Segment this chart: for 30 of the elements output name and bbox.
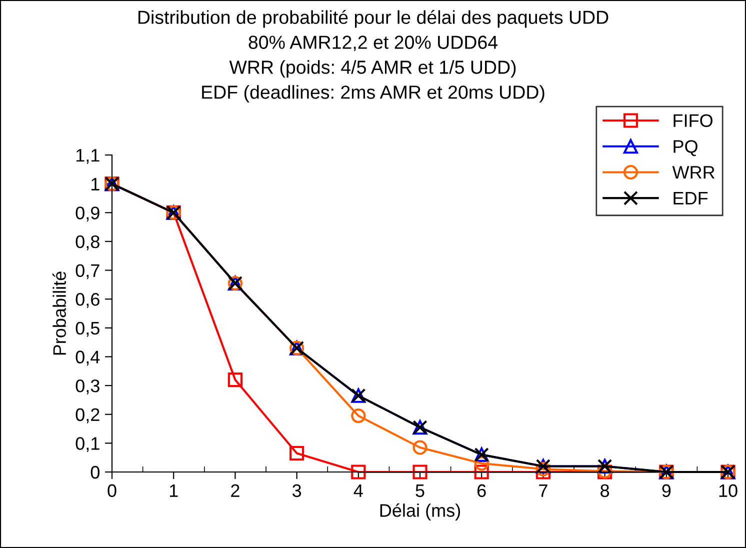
x-tick-label: 9 bbox=[662, 484, 671, 498]
y-tick-label: 0,4 bbox=[76, 350, 100, 366]
x-tick-label: 5 bbox=[416, 484, 424, 498]
y-tick-label: 0,8 bbox=[76, 235, 100, 250]
y-tick-label: 0,1 bbox=[76, 437, 100, 452]
y-tick-label: 0,5 bbox=[76, 322, 100, 337]
x-tick-label: 6 bbox=[477, 484, 486, 498]
y-tick-label: 0,7 bbox=[76, 264, 100, 280]
y-tick-label: 1,1 bbox=[76, 149, 100, 164]
y-tick-label: 1 bbox=[92, 178, 100, 190]
x-tick-label: 3 bbox=[292, 484, 302, 498]
chart-title: Distribution de probabilité pour le délai des paquets UDD 80% AMR12,2 et 20% UDD64 WRR (poids: 4/5 AMR et 1/5 UDD) EDF (deadlines: 2ms AMR et 20ms UDD) bbox=[138, 10, 608, 103]
y-tick-label: 0,9 bbox=[76, 206, 100, 222]
y-tick-label: 0,6 bbox=[76, 293, 100, 308]
legend-label: WRR bbox=[672, 166, 715, 179]
legend-label: PQ bbox=[674, 140, 698, 156]
x-tick-label: 7 bbox=[539, 484, 548, 497]
y-tick-label: 0,3 bbox=[76, 379, 100, 394]
y-tick-label: 0,2 bbox=[76, 408, 100, 424]
x-tick-label: 8 bbox=[600, 484, 610, 498]
y-axis-title: Probabilité bbox=[52, 272, 66, 355]
x-tick-label: 0 bbox=[108, 484, 116, 498]
x-tick-label: 4 bbox=[354, 484, 363, 497]
x-tick-label: 10 bbox=[719, 484, 738, 498]
y-tick-label: 0 bbox=[90, 466, 100, 479]
x-tick-label: 1 bbox=[170, 484, 178, 497]
legend-label: EDF bbox=[674, 192, 708, 204]
x-tick-label: 2 bbox=[231, 484, 240, 497]
legend-label: FIFO bbox=[674, 114, 712, 128]
x-axis-title: Délai (ms) bbox=[380, 503, 460, 520]
